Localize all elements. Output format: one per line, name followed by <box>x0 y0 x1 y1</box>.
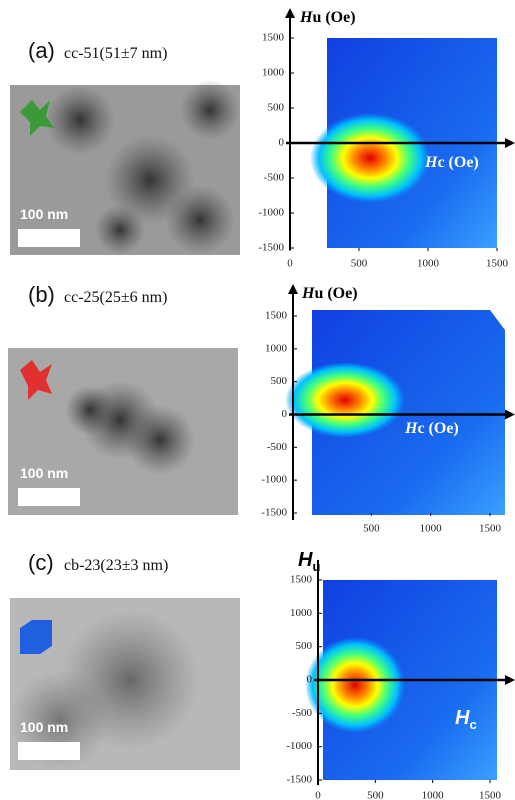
x-arrow <box>505 410 515 420</box>
y-arrow <box>285 8 295 18</box>
y-tick-label: 500 <box>296 640 313 652</box>
scale-bar-label: 100 nm <box>20 719 68 735</box>
y-tick-label: 0 <box>279 137 285 149</box>
forc-peak <box>310 113 430 203</box>
caption: cc-51(51±7 nm) <box>64 45 167 62</box>
panel-c: (c) cb-23(23±3 nm) 100 nm Hu Hc -1500 -10… <box>10 549 515 800</box>
y-axis-label: Hu (Oe) <box>301 285 358 302</box>
y-tick-label: -500 <box>267 441 288 453</box>
symbol: H <box>424 154 438 171</box>
x-tick-label: 1500 <box>479 790 502 800</box>
symbol: H <box>299 9 313 26</box>
y-axis-label: Hu <box>298 549 320 574</box>
x-tick-label: 0 <box>287 258 293 270</box>
name: c (Oe) <box>437 154 478 171</box>
y-tick-label: 1000 <box>265 342 288 354</box>
y-tick-label: 1500 <box>265 310 288 322</box>
x-axis-label: Hc (Oe) <box>424 154 479 171</box>
x-tick-label: 1500 <box>486 258 509 270</box>
y-tick-label: -1500 <box>286 774 312 786</box>
name: u (Oe) <box>312 9 355 26</box>
x-tick-label: 500 <box>351 258 368 270</box>
x-tick-label: 500 <box>367 790 384 800</box>
x-tick-label: 500 <box>363 523 380 535</box>
x-axis-label: Hc (Oe) <box>404 420 459 437</box>
symbol: H <box>301 285 315 302</box>
panel-label: (b) <box>28 282 55 307</box>
name: c (Oe) <box>417 420 458 437</box>
y-tick-label: -1000 <box>258 207 284 219</box>
y-tick-label: 500 <box>268 102 285 114</box>
panel-label: (a) <box>28 38 55 63</box>
y-tick-label: 1500 <box>262 32 285 44</box>
scale-bar-label: 100 nm <box>20 465 68 481</box>
y-tick-label: -1500 <box>261 507 287 519</box>
x-tick-label: 0 <box>315 790 321 800</box>
y-tick-label: 500 <box>271 375 288 387</box>
scale-bar <box>18 229 80 247</box>
x-tick-label: 1500 <box>479 523 502 535</box>
y-tick-label: 1000 <box>290 607 313 619</box>
x-tick-label: 1000 <box>422 790 445 800</box>
y-tick-label: -500 <box>292 707 313 719</box>
x-tick-label: 1000 <box>420 523 443 535</box>
x-tick-label: 1000 <box>417 258 440 270</box>
scale-bar <box>18 488 80 506</box>
name: u (Oe) <box>314 285 357 302</box>
symbol: H <box>298 549 313 571</box>
y-tick-label: -500 <box>264 172 285 184</box>
panel-b: (b) cc-25(25±6 nm) 100 nm Hu (Oe) Hc (Oe… <box>8 282 515 535</box>
y-tick-label: -1000 <box>261 474 287 486</box>
y-tick-label: 0 <box>307 674 313 686</box>
caption: cb-23(23±3 nm) <box>64 557 168 574</box>
y-tick-label: -1000 <box>286 740 312 752</box>
y-tick-label: 0 <box>282 408 288 420</box>
forc-peak <box>305 637 405 733</box>
symbol: H <box>455 707 470 729</box>
panel-a: (a) cc-51(51±7 nm) 100 nm Hu (Oe) Hc (Oe… <box>10 8 515 270</box>
y-arrow <box>288 284 298 294</box>
y-tick-label: -1500 <box>258 242 284 254</box>
scale-bar <box>18 742 80 760</box>
name: u <box>312 559 320 574</box>
y-axis-label: Hu (Oe) <box>299 9 356 26</box>
shape-icon <box>20 620 52 654</box>
y-tick-label: 1500 <box>290 574 313 586</box>
scale-bar-label: 100 nm <box>20 206 68 222</box>
panel-label: (c) <box>28 550 54 575</box>
name: c <box>469 717 476 732</box>
symbol: H <box>404 420 418 437</box>
x-arrow <box>505 675 515 685</box>
forc-peak <box>285 362 405 438</box>
x-arrow <box>505 138 515 148</box>
caption: cc-25(25±6 nm) <box>64 289 167 306</box>
y-tick-label: 1000 <box>262 67 285 79</box>
figure: (a) cc-51(51±7 nm) 100 nm Hu (Oe) Hc (Oe… <box>0 0 515 800</box>
